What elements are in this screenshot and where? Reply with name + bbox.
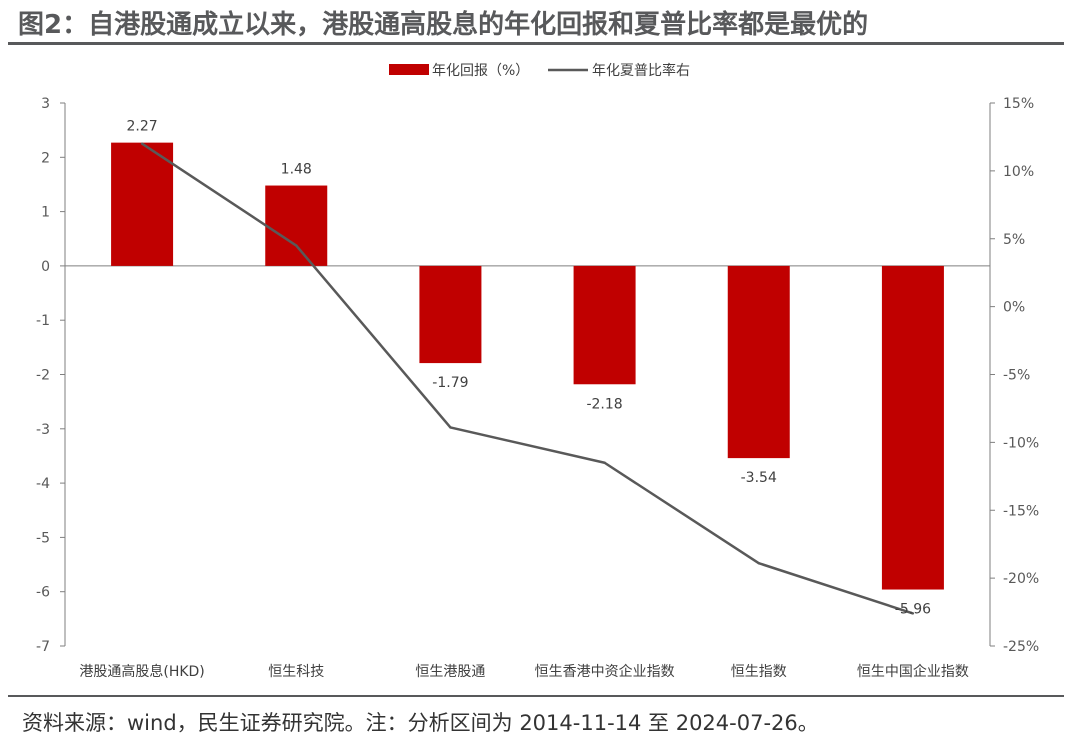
left-tick-label: -4 [36,476,50,492]
right-tick-label: -15% [1003,503,1039,519]
right-tick-label: 15% [1003,96,1034,112]
bar-data-label: -1.79 [432,375,468,391]
right-tick-label: -5% [1003,368,1030,384]
sharpe-point [140,142,144,145]
category-label: 恒生港股通 [415,664,485,680]
bar-data-label: -3.54 [741,470,777,486]
bar [419,265,482,364]
legend: 年化回报（%） 年化夏普比率右 [389,62,690,79]
bars [111,142,944,590]
category-label: 恒生中国企业指数 [857,663,969,680]
legend-bar-swatch [389,64,429,75]
sharpe-point [603,461,606,464]
bar [727,265,790,459]
category-label: 恒生科技 [268,664,324,680]
left-tick-label: -7 [36,639,50,655]
legend-bar-label: 年化回报（%） [432,63,529,79]
left-tick-label: 1 [41,205,50,221]
right-tick-label: -10% [1003,435,1039,451]
sharpe-point [295,244,298,247]
bar-data-label: -2.18 [586,396,622,412]
left-tick-label: -6 [36,585,50,601]
sharpe-line-path [141,142,914,615]
left-tick-label: -3 [36,422,50,438]
bar [111,142,174,266]
category-label: 港股通高股息(HKD) [79,663,204,680]
source-divider [8,695,1064,697]
axes: 3 2 1 0 -1 -2 -3 -4 -5 -6 -7 15% 10% 5% 0% -5% -10% -15% -… [36,96,1039,655]
right-tick-label: 10% [1003,164,1034,180]
sharpe-point [911,612,915,615]
source-note: 资料来源：wind，民生证券研究院。注：分析区间为 2014-11-14 至 2… [22,711,819,735]
right-tick-label: -20% [1003,571,1039,587]
data-labels: 2.27 1.48 -1.79 -2.18 -3.54 -5.96 [126,119,931,618]
category-label: 恒生指数 [731,664,787,680]
figure-title: 图2：自港股通成立以来，港股通高股息的年化回报和夏普比率都是最优的 [18,10,869,40]
bar [573,265,636,385]
sharpe-point [757,561,760,565]
sharpe-line [140,142,915,615]
left-tick-label: 3 [41,96,50,112]
category-label: 恒生香港中资企业指数 [535,663,675,680]
bar-data-label: 1.48 [281,162,312,178]
bar-data-label: -5.96 [895,602,931,618]
right-tick-label: 5% [1003,232,1025,248]
right-tick-label: -25% [1003,639,1039,655]
sharpe-point [449,426,452,429]
title-divider [8,42,1064,45]
left-tick-label: -2 [36,368,50,384]
left-tick-label: 0 [41,259,50,275]
left-tick-label: -1 [36,313,50,329]
category-labels: 港股通高股息(HKD) 恒生科技 恒生港股通 恒生香港中资企业指数 恒生指数 恒生中国企业… [79,663,969,680]
left-tick-label: 2 [41,150,50,166]
bar [265,185,328,266]
bar-data-label: 2.27 [126,119,157,135]
bar [881,265,944,590]
legend-line-label: 年化夏普比率右 [592,62,690,79]
left-tick-label: -5 [36,530,50,546]
right-tick-label: 0% [1003,300,1025,316]
